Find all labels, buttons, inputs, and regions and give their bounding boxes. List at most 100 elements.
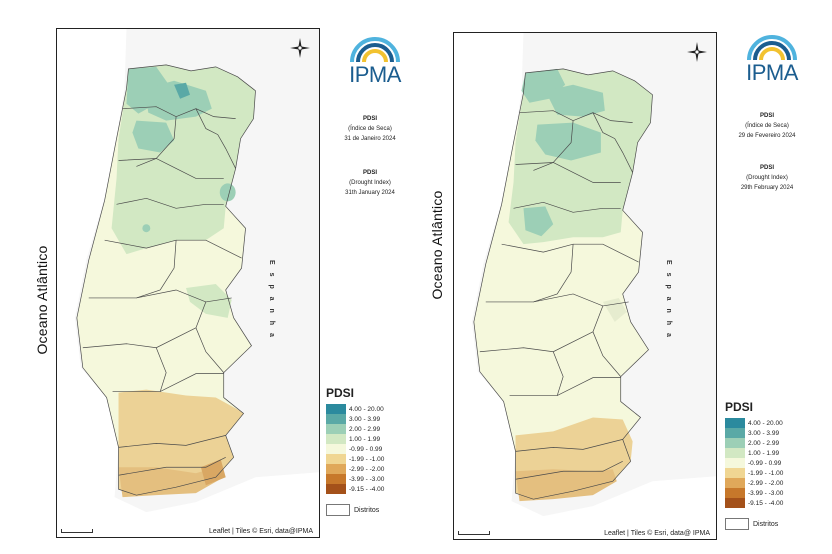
logo-text: IPMA bbox=[349, 62, 401, 87]
region-moist-north bbox=[111, 64, 256, 255]
legend-label: 2.00 - 2.99 bbox=[349, 425, 381, 433]
legend-swatch bbox=[725, 488, 745, 498]
legend-swatch bbox=[326, 484, 346, 494]
legend-label: -9.15 - -4.00 bbox=[349, 485, 385, 493]
map-frame[interactable]: Leaflet | Tiles © Esri, data@ IPMA bbox=[453, 32, 717, 540]
title-block-en: PDSI (Drought Index) 29th February 2024 bbox=[727, 163, 807, 193]
index-name-pt: (Índice de Seca) bbox=[745, 123, 789, 129]
map-attribution[interactable]: Leaflet | Tiles © Esri, data@IPMA bbox=[207, 528, 315, 535]
legend-swatch bbox=[725, 438, 745, 448]
index-name-en: (Drought Index) bbox=[349, 180, 391, 186]
legend-rows: 4.00 - 20.00 3.00 - 3.99 2.00 - 2.99 1.00 -… bbox=[326, 404, 384, 494]
index-name-pt: (Índice de Seca) bbox=[348, 126, 392, 132]
region-moist-beira bbox=[602, 297, 627, 322]
ocean-label: Oceano Atlântico bbox=[429, 190, 445, 300]
legend-label: -0.99 - 0.99 bbox=[748, 459, 782, 467]
legend-row: -3.99 - -3.00 bbox=[326, 474, 384, 484]
ocean-label: Oceano Atlântico bbox=[34, 245, 50, 355]
title-block-pt: PDSI (Índice de Seca) 31 de Janeiro 2024 bbox=[330, 114, 410, 144]
date-pt: 29 de Fevereiro 2024 bbox=[738, 133, 796, 139]
legend-row: -1.99 - -1.00 bbox=[326, 454, 384, 464]
index-name: PDSI bbox=[362, 170, 377, 176]
ocean-area bbox=[57, 29, 319, 537]
districts-swatch bbox=[326, 504, 350, 516]
legend-swatch bbox=[326, 424, 346, 434]
legend-swatch bbox=[725, 478, 745, 488]
scale-bar bbox=[61, 529, 93, 533]
legend-districts: Distritos bbox=[725, 518, 783, 530]
legend-row: 4.00 - 20.00 bbox=[725, 418, 783, 428]
legend-row: 2.00 - 2.99 bbox=[326, 424, 384, 434]
region-wet-douro bbox=[535, 122, 601, 161]
legend-row: 3.00 - 3.99 bbox=[326, 414, 384, 424]
ipma-logo-arcs-icon bbox=[350, 37, 400, 63]
map-attribution[interactable]: Leaflet | Tiles © Esri, data@ IPMA bbox=[602, 530, 712, 537]
region-wet-minho bbox=[144, 80, 212, 121]
ipma-logo: IPMA bbox=[743, 32, 801, 88]
portugal-pdsi-map bbox=[57, 29, 319, 537]
legend-swatch bbox=[326, 434, 346, 444]
legend-row: -3.99 - -3.00 bbox=[725, 488, 783, 498]
ipma-logo-arcs-icon bbox=[747, 35, 797, 61]
index-name-en: (Drought Index) bbox=[746, 175, 788, 181]
legend-swatch bbox=[725, 458, 745, 468]
districts-label: Distritos bbox=[753, 520, 779, 528]
legend-label: -2.99 - -2.00 bbox=[349, 465, 385, 473]
region-wet-coast bbox=[523, 206, 554, 237]
legend-label: -3.99 - -3.00 bbox=[349, 475, 385, 483]
legend-row: -9.15 - -4.00 bbox=[725, 498, 783, 508]
legend-swatch bbox=[725, 498, 745, 508]
district-boundaries bbox=[473, 68, 653, 500]
legend-label: 3.00 - 3.99 bbox=[748, 429, 780, 437]
north-arrow-icon bbox=[289, 37, 311, 59]
region-very-wet-peak bbox=[174, 82, 190, 99]
legend-label: -9.15 - -4.00 bbox=[748, 499, 784, 507]
legend-districts: Distritos bbox=[326, 504, 384, 516]
legend-row: 4.00 - 20.00 bbox=[326, 404, 384, 414]
region-drier-algarve-east bbox=[200, 459, 226, 486]
legend-label: 3.00 - 3.99 bbox=[349, 415, 381, 423]
region-moist-beira bbox=[186, 283, 232, 318]
region-dry-algarve bbox=[515, 469, 617, 502]
legend-row: 2.00 - 2.99 bbox=[725, 438, 783, 448]
legend-swatch bbox=[326, 444, 346, 454]
index-name: PDSI bbox=[759, 113, 774, 119]
legend-label: -2.99 - -2.00 bbox=[748, 479, 784, 487]
legend-title: PDSI bbox=[326, 386, 355, 400]
legend-rows: 4.00 - 20.00 3.00 - 3.99 2.00 - 2.99 1.00 -… bbox=[725, 418, 783, 508]
legend-label: -3.99 - -3.00 bbox=[748, 489, 784, 497]
ocean-area bbox=[454, 33, 716, 539]
region-wet-minho bbox=[545, 84, 605, 117]
legend-row: -2.99 - -2.00 bbox=[725, 478, 783, 488]
legend-row: 3.00 - 3.99 bbox=[725, 428, 783, 438]
legend-swatch bbox=[725, 468, 745, 478]
portugal-pdsi-map bbox=[454, 33, 716, 539]
title-block-pt: PDSI (Índice de Seca) 29 de Fevereiro 20… bbox=[727, 111, 807, 141]
legend-label: -1.99 - -1.00 bbox=[349, 455, 385, 463]
pdsi-legend: PDSI 4.00 - 20.00 3.00 - 3.99 2.00 - 2.99 1… bbox=[326, 386, 384, 516]
legend-label: 2.00 - 2.99 bbox=[748, 439, 780, 447]
legend-swatch bbox=[725, 448, 745, 458]
legend-row: 1.00 - 1.99 bbox=[326, 434, 384, 444]
index-name: PDSI bbox=[759, 165, 774, 171]
legend-label: -0.99 - 0.99 bbox=[349, 445, 383, 453]
region-wet-spot-east bbox=[219, 183, 236, 202]
country-label-spain: E s p a n h a bbox=[665, 260, 672, 340]
region-wet-spot-west bbox=[142, 224, 151, 233]
map-panel-january: Leaflet | Tiles © Esri, data@IPMA Oceano… bbox=[0, 0, 401, 554]
legend-row: -2.99 - -2.00 bbox=[326, 464, 384, 474]
legend-swatch bbox=[326, 474, 346, 484]
legend-label: -1.99 - -1.00 bbox=[748, 469, 784, 477]
legend-row: 1.00 - 1.99 bbox=[725, 448, 783, 458]
map-frame[interactable]: Leaflet | Tiles © Esri, data@IPMA bbox=[56, 28, 320, 538]
legend-label: 1.00 - 1.99 bbox=[748, 449, 780, 457]
pdsi-legend: PDSI 4.00 - 20.00 3.00 - 3.99 2.00 - 2.99 1… bbox=[725, 400, 783, 530]
legend-swatch bbox=[725, 418, 745, 428]
legend-label: 4.00 - 20.00 bbox=[349, 405, 384, 413]
date-en: 29th February 2024 bbox=[740, 185, 794, 191]
legend-row: -9.15 - -4.00 bbox=[326, 484, 384, 494]
legend-row: -0.99 - 0.99 bbox=[326, 444, 384, 454]
title-block-en: PDSI (Drought Index) 31th January 2024 bbox=[330, 168, 410, 198]
map-panel-february: Leaflet | Tiles © Esri, data@ IPMA Ocean… bbox=[397, 0, 798, 554]
legend-title: PDSI bbox=[725, 400, 754, 414]
